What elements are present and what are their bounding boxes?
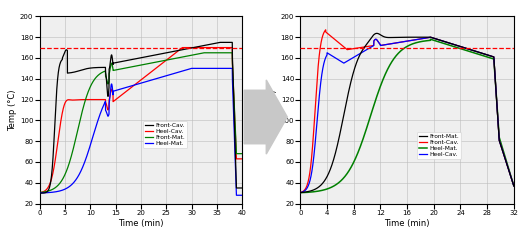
Line: Heel-Mat.: Heel-Mat. [300, 39, 514, 193]
Heel-Mat. [133, 83, 139, 86]
Heel-Mat. [427, 38, 434, 41]
Heel-Cav. [388, 42, 395, 45]
Front-Mat. [123, 66, 130, 69]
Line: Heel-Cav.: Heel-Cav. [300, 37, 514, 193]
Front-Mat. [388, 36, 395, 39]
Front-Mat. [493, 100, 500, 103]
Front-Mat. [387, 36, 393, 39]
Heel-Mat. [122, 86, 128, 89]
Heel-Cav. [223, 46, 229, 49]
Front-Mat. [297, 191, 304, 194]
Front-Cav. [452, 44, 458, 46]
Front-Cav. [504, 164, 511, 167]
Heel-Cav. [493, 100, 500, 103]
Heel-Cav. [239, 157, 246, 160]
Front-Cav. [36, 192, 43, 194]
Front-Cav. [122, 59, 128, 62]
Heel-Mat. [188, 67, 194, 70]
Front-Cav. [297, 191, 304, 194]
Front-Mat. [184, 55, 190, 57]
Heel-Mat. [233, 191, 239, 194]
Front-Cav. [123, 59, 130, 62]
Heel-Mat. [233, 194, 240, 197]
Heel-Mat. [184, 68, 190, 71]
Front-Cav. [133, 57, 139, 60]
Front-Mat. [399, 36, 405, 39]
Heel-Mat. [123, 86, 130, 89]
Heel-Mat. [493, 100, 500, 102]
Front-Cav. [223, 41, 229, 44]
Line: Front-Cav.: Front-Cav. [40, 42, 242, 193]
Front-Cav. [388, 42, 395, 45]
Line: Front-Cav.: Front-Cav. [300, 30, 514, 193]
Legend: Front-Mat., Front-Cav., Heel-Mat., Heel-Cav.: Front-Mat., Front-Cav., Heel-Mat., Heel-… [417, 132, 461, 160]
Heel-Cav. [504, 164, 511, 167]
Front-Mat. [36, 191, 43, 194]
Front-Mat. [133, 65, 139, 67]
Heel-Cav. [398, 40, 405, 43]
Front-Mat. [223, 51, 229, 54]
Heel-Mat. [398, 49, 405, 51]
Front-Cav. [323, 28, 329, 31]
Front-Mat. [374, 32, 380, 35]
Front-Cav. [184, 47, 190, 50]
Front-Mat. [452, 44, 458, 46]
Y-axis label: Temp (°C): Temp (°C) [269, 89, 278, 131]
Heel-Cav. [511, 184, 517, 187]
Heel-Cav. [179, 46, 186, 49]
Heel-Cav. [233, 155, 239, 158]
Line: Heel-Cav.: Heel-Cav. [40, 48, 242, 193]
FancyArrow shape [244, 80, 287, 154]
Line: Front-Mat.: Front-Mat. [40, 53, 242, 193]
Front-Mat. [200, 51, 207, 54]
Front-Cav. [511, 184, 517, 187]
Heel-Mat. [387, 63, 393, 66]
Heel-Cav. [427, 36, 434, 39]
Heel-Cav. [36, 191, 43, 194]
Line: Heel-Mat.: Heel-Mat. [40, 68, 242, 195]
Front-Mat. [239, 152, 246, 155]
Heel-Cav. [387, 43, 393, 45]
Heel-Mat. [504, 163, 511, 166]
Heel-Mat. [223, 67, 229, 70]
Front-Cav. [399, 40, 405, 43]
Heel-Cav. [122, 91, 128, 94]
Front-Cav. [493, 100, 500, 103]
Y-axis label: Temp (°C): Temp (°C) [8, 89, 17, 131]
Heel-Cav. [452, 44, 458, 46]
Front-Cav. [233, 183, 239, 186]
Front-Cav. [239, 186, 246, 189]
Front-Mat. [233, 150, 239, 153]
Line: Front-Mat.: Front-Mat. [300, 33, 514, 193]
Heel-Cav. [123, 90, 130, 93]
Heel-Mat. [297, 191, 304, 194]
Front-Mat. [504, 164, 511, 167]
Front-Mat. [122, 67, 128, 69]
Front-Mat. [511, 184, 517, 187]
Heel-Mat. [388, 60, 395, 63]
X-axis label: Time (min): Time (min) [384, 219, 430, 228]
Heel-Mat. [239, 194, 246, 197]
Front-Cav. [387, 43, 393, 45]
Heel-Mat. [36, 192, 43, 194]
X-axis label: Time (min): Time (min) [118, 219, 164, 228]
Front-Cav. [217, 41, 223, 44]
Heel-Mat. [511, 184, 517, 187]
Heel-Mat. [452, 46, 458, 48]
Legend: Front-Cav., Heel-Cav., Front-Mat., Heel-Mat.: Front-Cav., Heel-Cav., Front-Mat., Heel-… [143, 121, 187, 148]
Heel-Cav. [133, 82, 139, 85]
Heel-Cav. [297, 191, 304, 194]
Heel-Cav. [184, 46, 190, 49]
